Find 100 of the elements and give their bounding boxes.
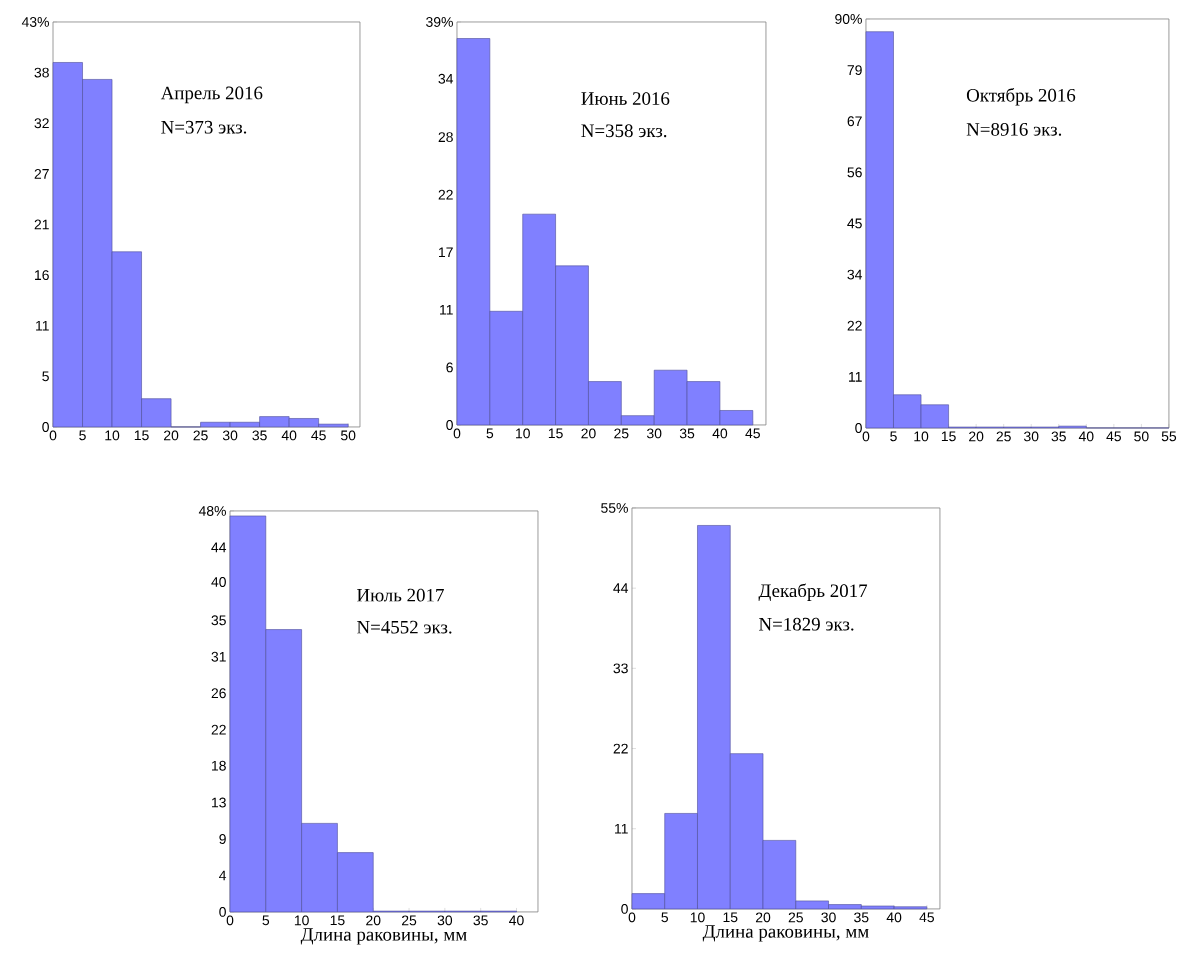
x-tick-label: 0 [453,428,461,439]
x-tick-label: 40 [886,912,902,923]
x-tick-label: 55 [1161,431,1177,442]
x-tick-label: 40 [712,428,728,439]
x-tick-label: 45 [311,430,326,441]
y-tick-label: 16 [35,270,49,281]
y-tick-label: 26 [211,688,226,699]
x-tick-label: 30 [1023,431,1039,442]
y-tick-label: 0 [446,420,453,430]
y-tick-label: 90% [835,14,862,24]
x-tick-label: 45 [919,912,935,923]
x-tick-label: 5 [79,430,86,441]
y-tick-label: 39% [426,17,453,27]
y-tick-label: 11 [440,305,453,315]
y-tick-label: 43% [21,17,49,27]
x-tick-label: 30 [646,428,662,439]
annotation: Июль 2017 [357,588,444,602]
annotation: Апрель 2016 [160,86,263,104]
y-tick-label: 27 [34,168,49,179]
y-tick-label: 34 [438,73,454,84]
x-tick-label: 15 [723,912,738,923]
annotation: N=1829 экз. [758,617,854,631]
x-tick-label: 15 [548,428,563,439]
x-tick-label: 0 [628,912,636,923]
x-tick-label: 5 [486,428,494,439]
y-tick-label: 9 [219,834,226,844]
y-tick-label: 32 [34,118,49,129]
y-tick-label: 33 [613,663,628,674]
y-tick-label: 35 [211,615,226,626]
y-tick-label: 67 [847,116,862,127]
annotation: N=358 экз. [581,124,667,138]
annotation: Июнь 2016 [581,92,670,105]
x-tick-label: 35 [679,428,695,439]
x-tick-label: 50 [1134,431,1149,442]
x-tick-label: 30 [437,915,453,926]
x-tick-label: 25 [996,431,1011,442]
annotation: Октябрь 2016 [966,87,1076,106]
x-tick-label: 20 [969,431,984,442]
y-tick-label: 11 [615,823,628,834]
y-tick-label: 48% [198,506,226,516]
x-tick-label: 10 [294,915,309,926]
x-tick-label: 40 [509,915,524,926]
y-tick-label: 0 [621,904,628,914]
x-tick-label: 5 [661,912,669,923]
y-tick-label: 4 [219,870,227,881]
y-tick-label: 21 [34,219,49,230]
y-tick-label: 22 [438,189,453,200]
x-tick-label: 0 [226,915,234,926]
y-tick-label: 13 [212,797,226,808]
y-tick-label: 44 [211,542,227,553]
x-tick-label: 25 [788,912,803,923]
x-tick-label: 20 [755,912,771,923]
x-tick-label: 20 [366,915,381,926]
y-tick-label: 18 [212,760,226,771]
y-tick-label: 44 [613,583,629,593]
x-tick-label: 50 [340,430,356,441]
y-tick-label: 22 [613,743,628,754]
x-tick-label: 35 [1051,431,1066,442]
y-tick-label: 11 [849,372,862,382]
y-tick-label: 45 [847,218,862,229]
annotation: N=4552 экз. [357,620,452,634]
x-tick-label: 35 [473,915,488,926]
x-tick-label: 40 [281,430,297,441]
y-tick-label: 22 [847,320,862,331]
y-tick-label: 55% [601,503,628,513]
annotation: N=373 экз. [161,120,247,134]
x-tick-label: 10 [690,912,705,923]
x-tick-label: 30 [821,912,836,923]
x-tick-label: 20 [164,430,179,441]
y-tick-label: 38 [34,67,49,78]
x-tick-label: 45 [1106,431,1122,442]
y-tick-label: 17 [439,247,453,258]
y-tick-label: 79 [847,65,862,76]
x-tick-label: 40 [1078,431,1094,442]
x-tick-label: 5 [262,915,270,926]
y-tick-label: 40 [211,577,226,587]
x-tick-label: 35 [252,430,267,441]
y-tick-label: 6 [446,362,453,373]
x-tick-label: 25 [614,428,629,439]
x-tick-label: 5 [890,431,897,442]
x-tick-label: 15 [134,430,149,441]
x-tick-label: 15 [330,915,345,926]
x-tick-label: 0 [862,431,870,442]
x-tick-label: 25 [193,430,208,441]
x-axis-title: Длина раковины, мм [702,925,869,942]
annotation: N=8916 экз. [966,123,1062,136]
x-tick-label: 20 [581,428,596,439]
x-tick-label: 0 [49,430,57,441]
x-tick-label: 45 [745,428,760,439]
y-tick-label: 11 [36,320,49,331]
y-tick-label: 56 [847,167,862,178]
y-tick-label: 31 [211,651,226,662]
annotation: Декабрь 2017 [758,583,868,601]
y-tick-label: 22 [211,724,226,735]
x-tick-label: 30 [222,430,238,441]
y-tick-label: 34 [847,269,863,280]
x-tick-label: 10 [105,430,120,441]
x-tick-label: 10 [914,431,929,442]
y-tick-label: 28 [438,132,453,143]
x-tick-label: 25 [402,915,417,926]
